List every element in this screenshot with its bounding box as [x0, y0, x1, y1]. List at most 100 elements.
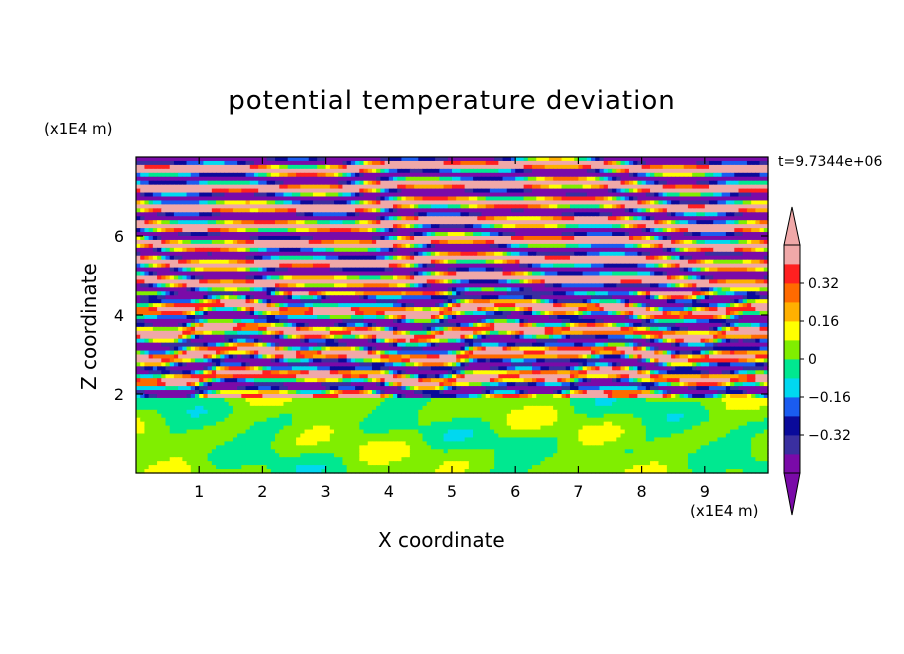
heatmap-cell — [426, 267, 432, 273]
heatmap-cell — [190, 160, 196, 166]
heatmap-cell — [422, 216, 428, 221]
heatmap-cell — [582, 160, 588, 166]
heatmap-cell — [384, 176, 390, 182]
heatmap-cell — [152, 236, 158, 241]
heatmap-cell — [637, 279, 643, 284]
heatmap-cell — [232, 228, 238, 233]
heatmap-cell — [291, 188, 297, 194]
heatmap-cell — [447, 212, 453, 217]
heatmap-cell — [692, 255, 697, 261]
heatmap-cell — [557, 220, 563, 225]
heatmap-cell — [317, 208, 322, 213]
heatmap-cell — [304, 232, 310, 237]
heatmap-cell — [578, 267, 584, 273]
heatmap-cell — [363, 196, 369, 202]
heatmap-cell — [742, 247, 748, 253]
heatmap-cell — [692, 275, 697, 281]
heatmap-cell — [426, 176, 432, 182]
heatmap-cell — [275, 196, 280, 202]
heatmap-cell — [485, 267, 491, 273]
heatmap-cell — [578, 204, 584, 209]
heatmap-cell — [211, 212, 217, 217]
heatmap-cell — [713, 216, 719, 221]
heatmap-cell — [481, 200, 487, 205]
heatmap-cell — [435, 271, 440, 277]
heatmap-cell — [527, 216, 533, 221]
heatmap-cell — [662, 192, 668, 198]
heatmap-cell — [169, 263, 175, 269]
heatmap-cell — [650, 251, 655, 257]
heatmap-cell — [473, 224, 478, 229]
heatmap-cell — [709, 275, 714, 281]
heatmap-cell — [515, 184, 521, 190]
heatmap-cell — [620, 196, 626, 202]
heatmap-cell — [249, 243, 255, 249]
heatmap-cell — [182, 255, 188, 261]
heatmap-cell — [616, 208, 622, 213]
heatmap-cell — [612, 216, 617, 221]
heatmap-cell — [270, 283, 276, 288]
heatmap-cell — [287, 172, 293, 178]
heatmap-cell — [460, 204, 466, 209]
heatmap-cell — [650, 224, 655, 229]
heatmap-cell — [494, 283, 499, 288]
heatmap-cell — [439, 259, 445, 265]
heatmap-cell — [329, 192, 335, 198]
heatmap-cell — [742, 216, 748, 221]
heatmap-cell — [253, 236, 259, 241]
heatmap-cell — [157, 239, 162, 245]
heatmap-cell — [675, 251, 681, 257]
heatmap-cell — [540, 180, 546, 186]
heatmap-cell — [481, 180, 487, 186]
heatmap-cell — [140, 168, 146, 174]
heatmap-cell — [561, 279, 567, 284]
heatmap-cell — [220, 157, 226, 162]
heatmap-cell — [519, 267, 525, 273]
heatmap-cell — [321, 204, 327, 209]
heatmap-cell — [498, 232, 504, 237]
heatmap-cell — [519, 160, 525, 166]
heatmap-cell — [456, 168, 462, 174]
heatmap-cell — [216, 275, 221, 281]
heatmap-cell — [532, 251, 537, 257]
heatmap-cell — [671, 192, 676, 198]
heatmap-cell — [342, 255, 348, 261]
heatmap-cell — [713, 255, 719, 261]
heatmap-cell — [540, 212, 546, 217]
heatmap-cell — [363, 160, 369, 166]
heatmap-cell — [591, 216, 596, 221]
heatmap-cell — [304, 180, 310, 186]
heatmap-cell — [679, 232, 685, 237]
heatmap-cell — [346, 259, 352, 265]
heatmap-cell — [738, 243, 744, 249]
heatmap-cell — [270, 279, 276, 284]
heatmap-cell — [456, 263, 462, 269]
heatmap-cell — [165, 208, 171, 213]
heatmap-cell — [624, 271, 630, 277]
heatmap-cell — [380, 263, 386, 269]
heatmap-cell — [321, 212, 327, 217]
heatmap-cell — [485, 180, 491, 186]
heatmap-cell — [666, 228, 672, 233]
heatmap-cell — [679, 236, 685, 241]
heatmap-cell — [683, 216, 689, 221]
heatmap-cell — [763, 247, 769, 253]
heatmap-cell — [725, 204, 731, 209]
heatmap-cell — [456, 251, 462, 257]
heatmap-cell — [540, 247, 546, 253]
heatmap-cell — [502, 192, 508, 198]
heatmap-cell — [405, 180, 411, 186]
heatmap-cell — [515, 196, 521, 202]
heatmap-cell — [435, 259, 440, 265]
heatmap-cell — [675, 228, 681, 233]
heatmap-cell — [317, 192, 322, 198]
heatmap-cell — [207, 263, 213, 269]
heatmap-cell — [165, 172, 171, 178]
heatmap-cell — [148, 232, 154, 237]
heatmap-cell — [220, 267, 226, 273]
heatmap-cell — [321, 208, 327, 213]
heatmap-cell — [249, 287, 255, 292]
heatmap-cell — [620, 192, 626, 198]
heatmap-cell — [502, 164, 508, 170]
heatmap-cell — [494, 220, 499, 225]
